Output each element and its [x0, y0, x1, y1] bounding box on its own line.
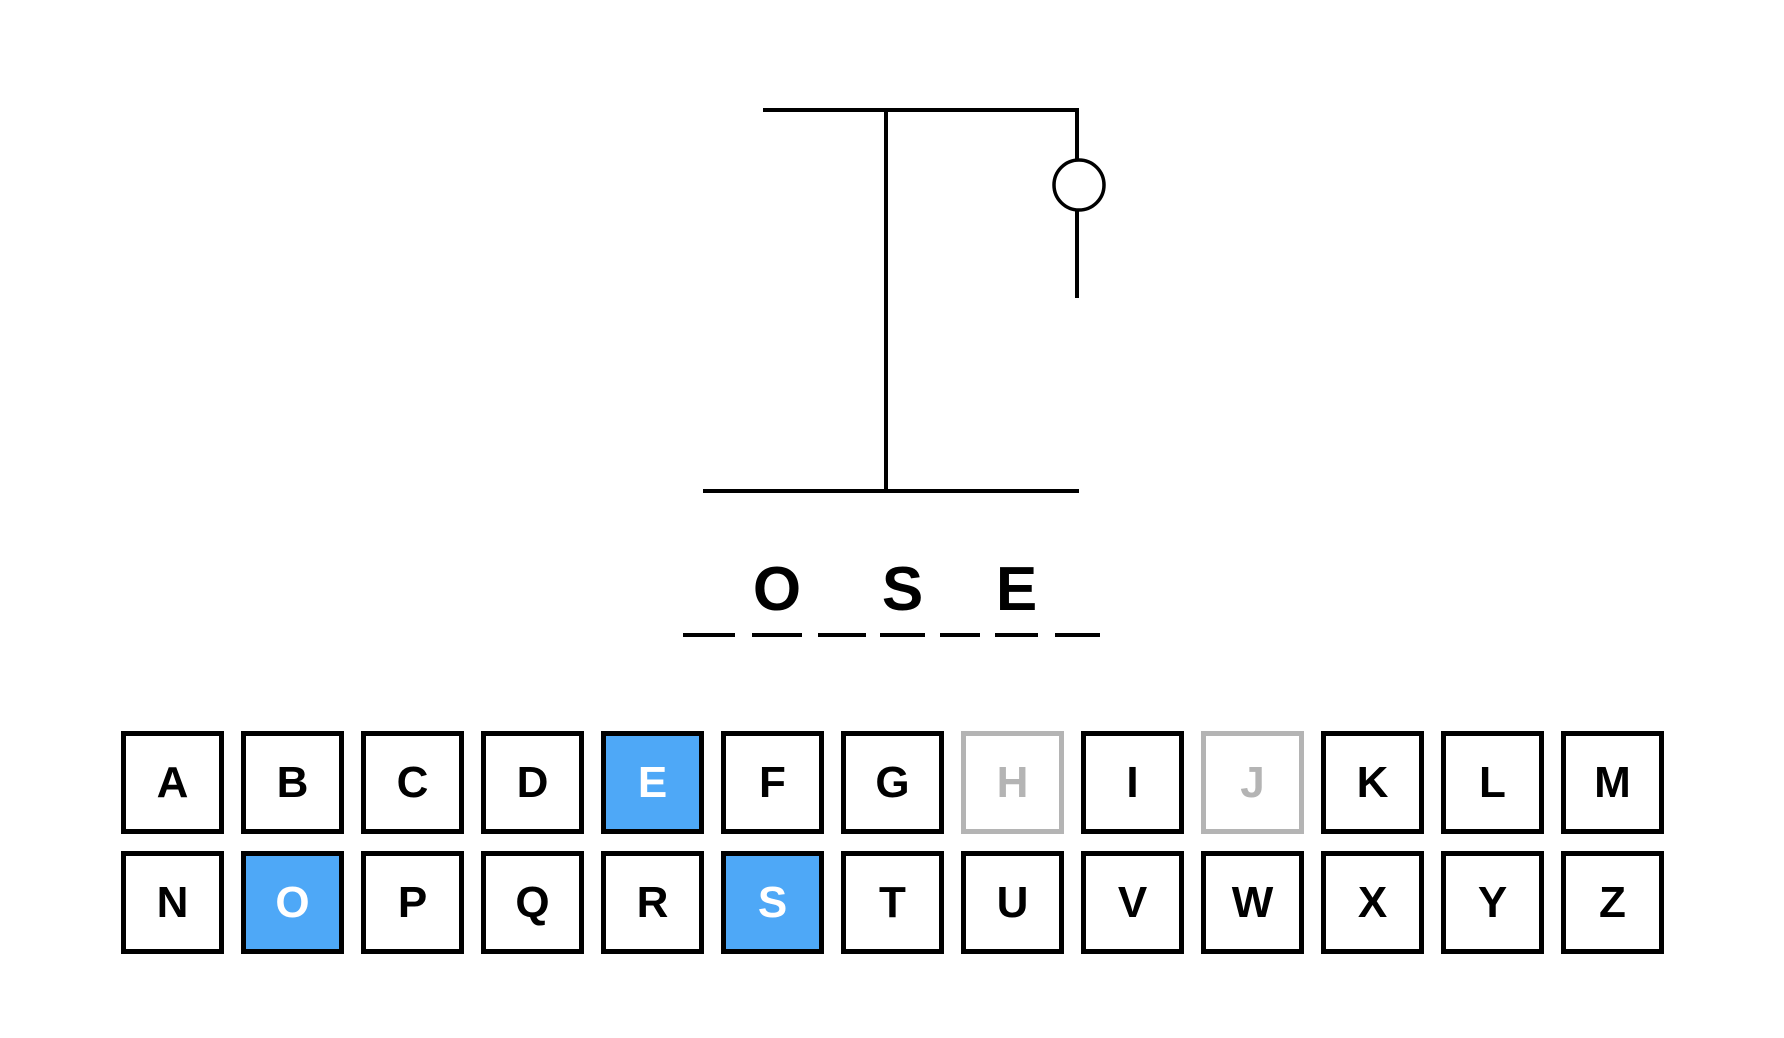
letter-key-s[interactable]: S [721, 851, 824, 954]
letter-key-a[interactable]: A [121, 731, 224, 834]
letter-key-c[interactable]: C [361, 731, 464, 834]
letter-key-g[interactable]: G [841, 731, 944, 834]
letter-key-u[interactable]: U [961, 851, 1064, 954]
letter-key-y[interactable]: Y [1441, 851, 1544, 954]
letter-key-h[interactable]: H [961, 731, 1064, 834]
letter-key-p[interactable]: P [361, 851, 464, 954]
letter-key-o[interactable]: O [241, 851, 344, 954]
letter-key-v[interactable]: V [1081, 851, 1184, 954]
letter-key-t[interactable]: T [841, 851, 944, 954]
letter-key-d[interactable]: D [481, 731, 584, 834]
hangman-head [1052, 158, 1106, 212]
letter-key-k[interactable]: K [1321, 731, 1424, 834]
letter-key-q[interactable]: Q [481, 851, 584, 954]
letter-key-m[interactable]: M [1561, 731, 1664, 834]
letter-key-x[interactable]: X [1321, 851, 1424, 954]
letter-key-e[interactable]: E [601, 731, 704, 834]
letter-key-f[interactable]: F [721, 731, 824, 834]
letter-key-j[interactable]: J [1201, 731, 1304, 834]
letter-key-n[interactable]: N [121, 851, 224, 954]
letter-key-z[interactable]: Z [1561, 851, 1664, 954]
letter-key-i[interactable]: I [1081, 731, 1184, 834]
letter-key-b[interactable]: B [241, 731, 344, 834]
letter-key-w[interactable]: W [1201, 851, 1304, 954]
letter-key-r[interactable]: R [601, 851, 704, 954]
letter-key-l[interactable]: L [1441, 731, 1544, 834]
